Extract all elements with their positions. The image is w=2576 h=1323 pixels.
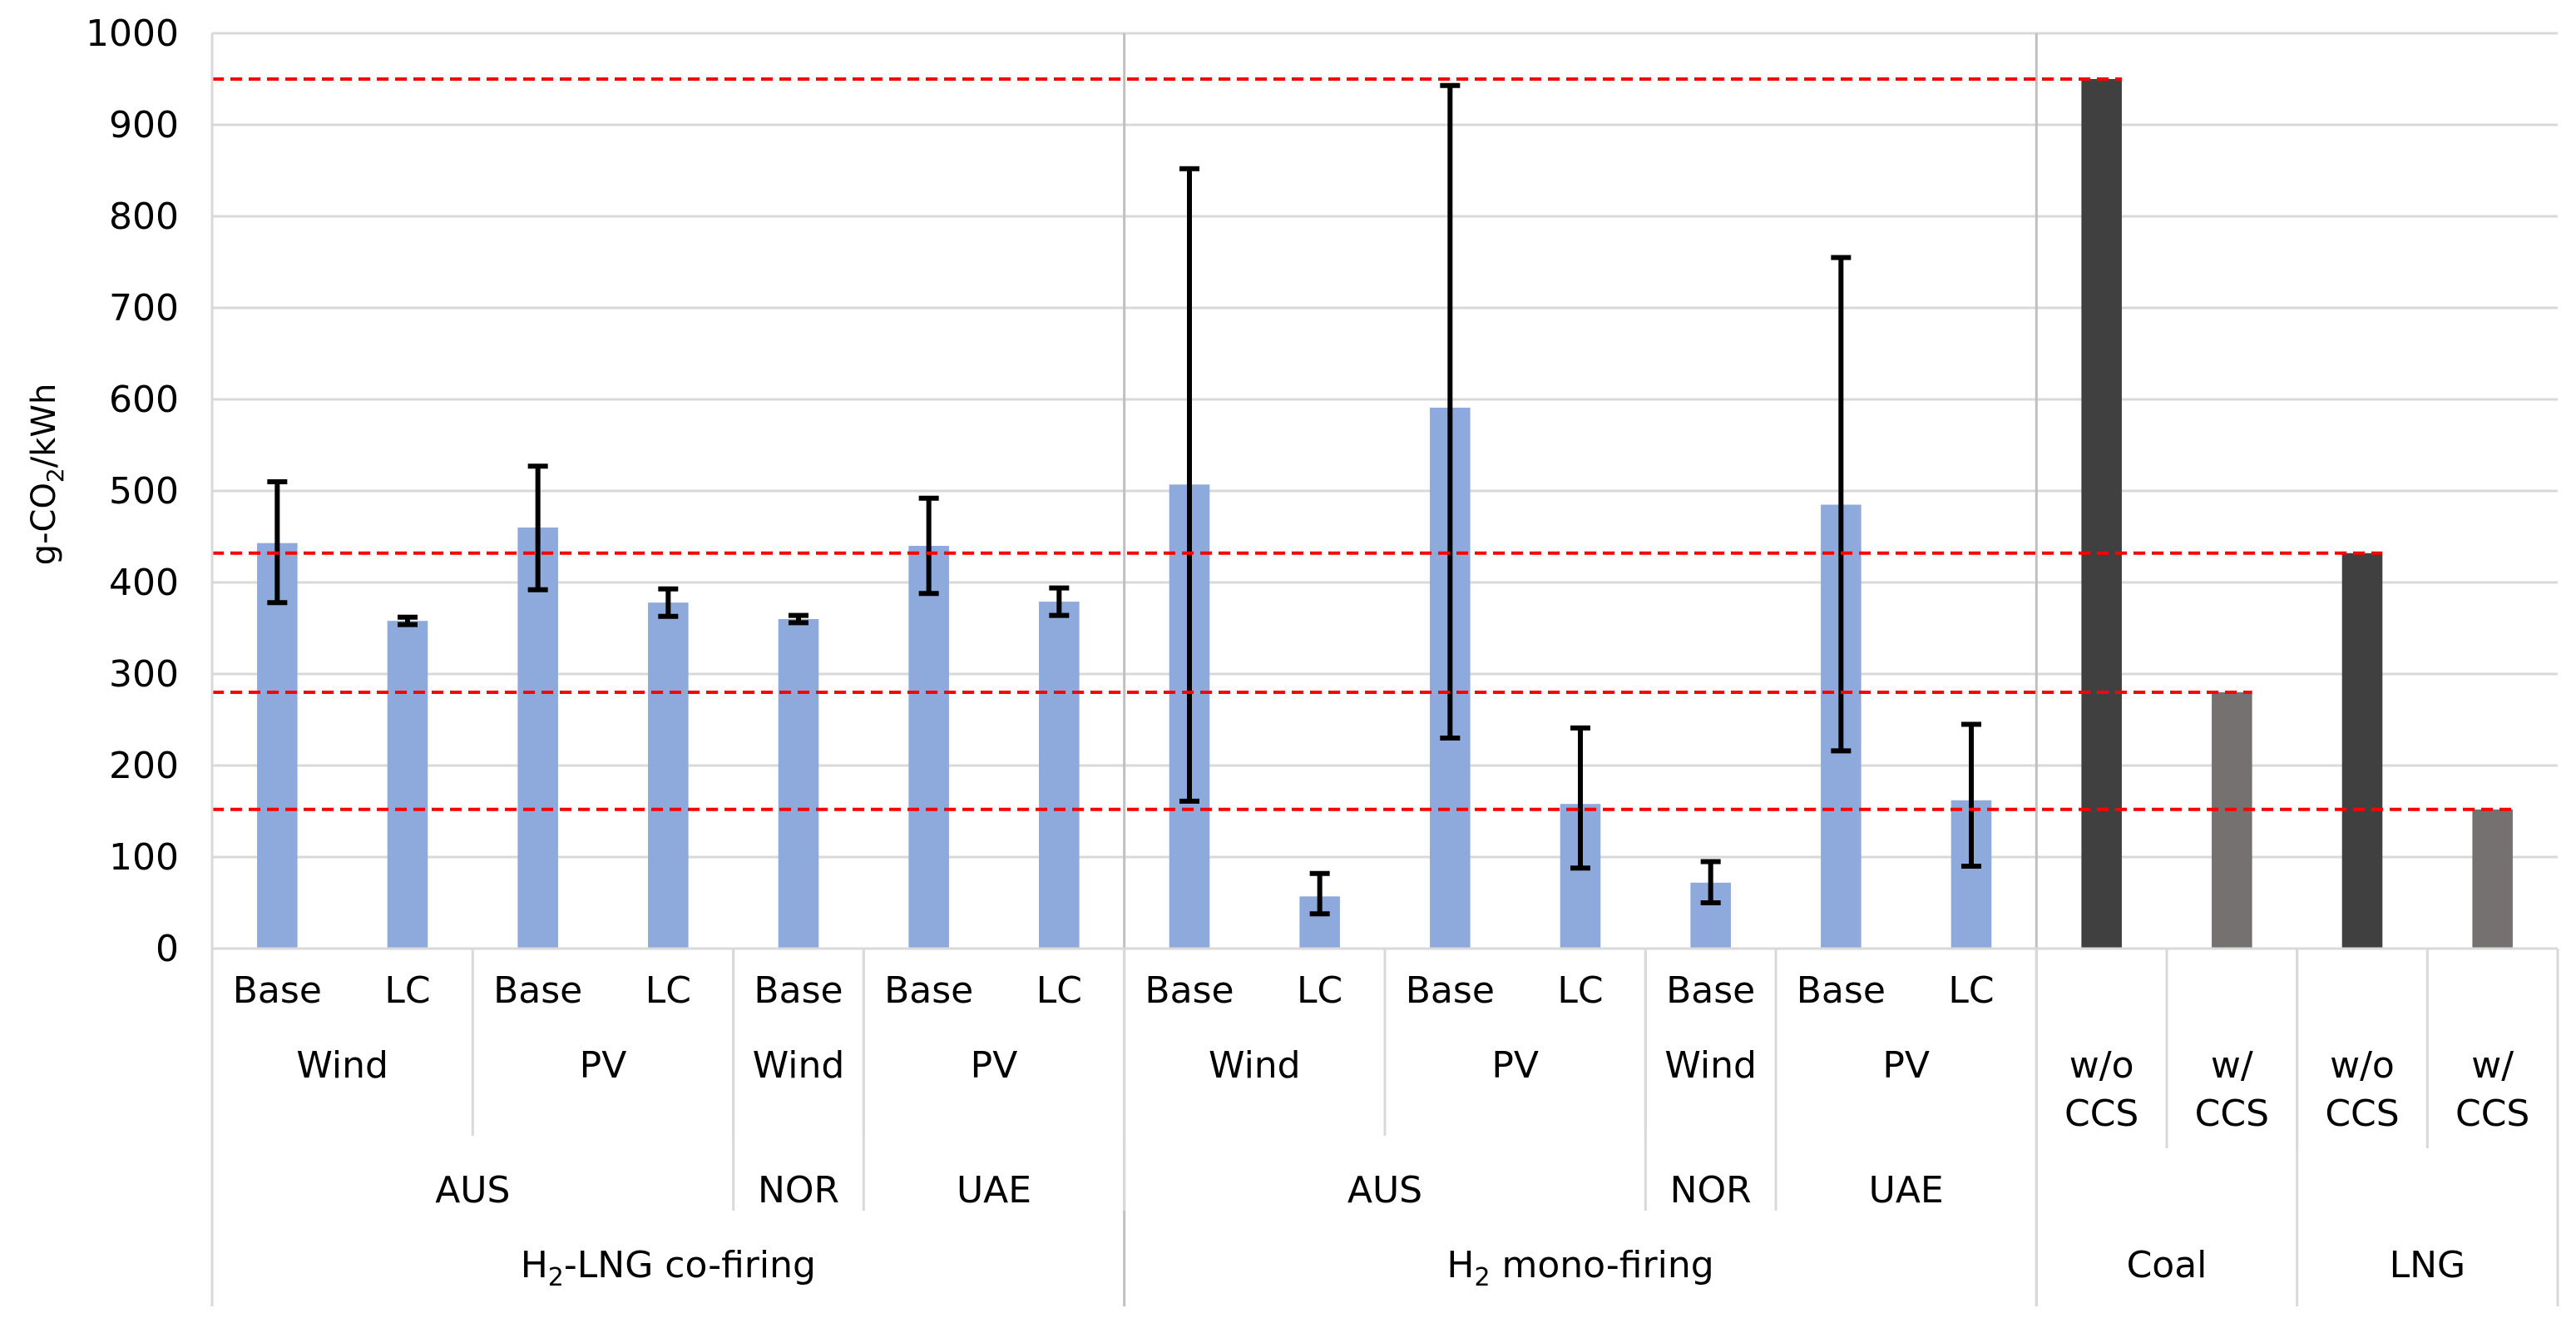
bar — [2212, 692, 2252, 949]
y-axis-title-main: g-CO — [25, 483, 63, 565]
bar — [908, 546, 949, 949]
bar-label: w/o CCS — [2325, 1044, 2399, 1135]
bar-label: Base — [884, 969, 973, 1012]
bars — [257, 79, 2513, 949]
bar-label: w/o CCS — [2064, 1044, 2138, 1135]
source-group-label: Wind — [1209, 1044, 1301, 1087]
bar-label-line: w/o — [2069, 1044, 2134, 1087]
y-tick-label: 700 — [109, 287, 179, 330]
bar — [778, 619, 819, 949]
y-tick-label: 100 — [109, 836, 179, 879]
y-axis-title-subscript: 2 — [42, 468, 69, 483]
bar-label-line: CCS — [2455, 1093, 2529, 1135]
bar-label: Base — [233, 969, 322, 1012]
bar — [648, 602, 689, 949]
source-group-label: PV — [1882, 1044, 1930, 1087]
bar-label: LC — [384, 969, 430, 1012]
bar — [387, 621, 428, 949]
main-group-label-text: H — [1446, 1244, 1474, 1286]
bar-label: LC — [1297, 969, 1342, 1012]
source-group-label: Wind — [753, 1044, 845, 1087]
y-axis-title: g-CO2/kWh — [25, 384, 69, 566]
main-group-label-text: LNG — [2390, 1244, 2466, 1286]
bar — [2472, 809, 2513, 949]
bar-label: Base — [1406, 969, 1495, 1012]
country-group-label: AUS — [435, 1169, 510, 1212]
bar-label: LC — [1557, 969, 1603, 1012]
country-group-label: NOR — [758, 1169, 839, 1212]
y-tick-labels: 0 100 200 300 400 500 600 700 800 900 1000 — [86, 12, 179, 970]
y-tick-label: 600 — [109, 379, 179, 421]
y-tick-label: 0 — [156, 928, 179, 970]
gridlines — [212, 32, 2558, 859]
bar-label: w/CCS — [2455, 1044, 2529, 1135]
main-group-label-text: Coal — [2127, 1244, 2208, 1286]
bar-label-line: w/o — [2330, 1044, 2395, 1087]
bar-label: Base — [1666, 969, 1755, 1012]
main-group-label-text: mono-firing — [1491, 1244, 1714, 1286]
source-group-label: PV — [971, 1044, 1018, 1087]
main-group-label-text: H — [521, 1244, 548, 1286]
bar-label: Base — [754, 969, 843, 1012]
bar-label: LC — [1036, 969, 1082, 1012]
error-bars — [267, 82, 1981, 917]
y-tick-label: 200 — [109, 745, 179, 787]
country-group-label: NOR — [1670, 1169, 1752, 1212]
y-tick-label: 1000 — [86, 12, 179, 55]
bar-label: LC — [645, 969, 691, 1012]
main-group-label-text: -LNG co-firing — [564, 1244, 816, 1286]
main-group-label: Coal — [2127, 1244, 2208, 1286]
bar-label: Base — [493, 969, 582, 1012]
y-tick-label: 900 — [109, 104, 179, 146]
bar-label: Base — [1145, 969, 1234, 1012]
category-labels: Base LC Base LC Base Base LC Base LC Base LC Base Ba… — [233, 949, 2529, 1306]
main-group-label: LNG — [2390, 1244, 2466, 1286]
main-group-label-subscript: 2 — [1474, 1263, 1490, 1292]
country-group-label: AUS — [1347, 1169, 1422, 1212]
source-group-label: PV — [580, 1044, 627, 1087]
main-group-label: H2-LNG co-firing — [521, 1244, 816, 1292]
reference-lines — [212, 77, 2513, 811]
bar-label-line: CCS — [2195, 1093, 2269, 1135]
source-group-label: Wind — [296, 1044, 388, 1087]
source-group-label: PV — [1491, 1044, 1539, 1087]
y-tick-label: 500 — [109, 470, 179, 513]
bar-label-line: w/ — [2211, 1044, 2253, 1087]
y-tick-label: 400 — [109, 562, 179, 604]
country-group-label: UAE — [957, 1169, 1031, 1212]
y-tick-label: 800 — [109, 196, 179, 238]
bar — [2081, 79, 2122, 949]
bar-label: w/CCS — [2195, 1044, 2269, 1135]
bar-label-line: CCS — [2325, 1093, 2399, 1135]
bar — [1039, 602, 1080, 949]
bar-label: LC — [1948, 969, 1994, 1012]
y-axis-title-unit: /kWh — [25, 384, 63, 468]
bar-label-line: w/ — [2471, 1044, 2514, 1087]
group-dividers — [1123, 33, 2038, 1306]
bar-label-line: CCS — [2064, 1093, 2138, 1135]
main-group-label: H2 mono-firing — [1446, 1244, 1713, 1292]
bar — [257, 543, 298, 949]
source-group-label: Wind — [1664, 1044, 1757, 1087]
country-group-label: UAE — [1869, 1169, 1944, 1212]
y-tick-label: 300 — [109, 653, 179, 696]
bar — [2341, 552, 2383, 949]
main-group-label-subscript: 2 — [548, 1263, 564, 1292]
bar — [517, 528, 558, 949]
bar-label: Base — [1797, 969, 1886, 1012]
